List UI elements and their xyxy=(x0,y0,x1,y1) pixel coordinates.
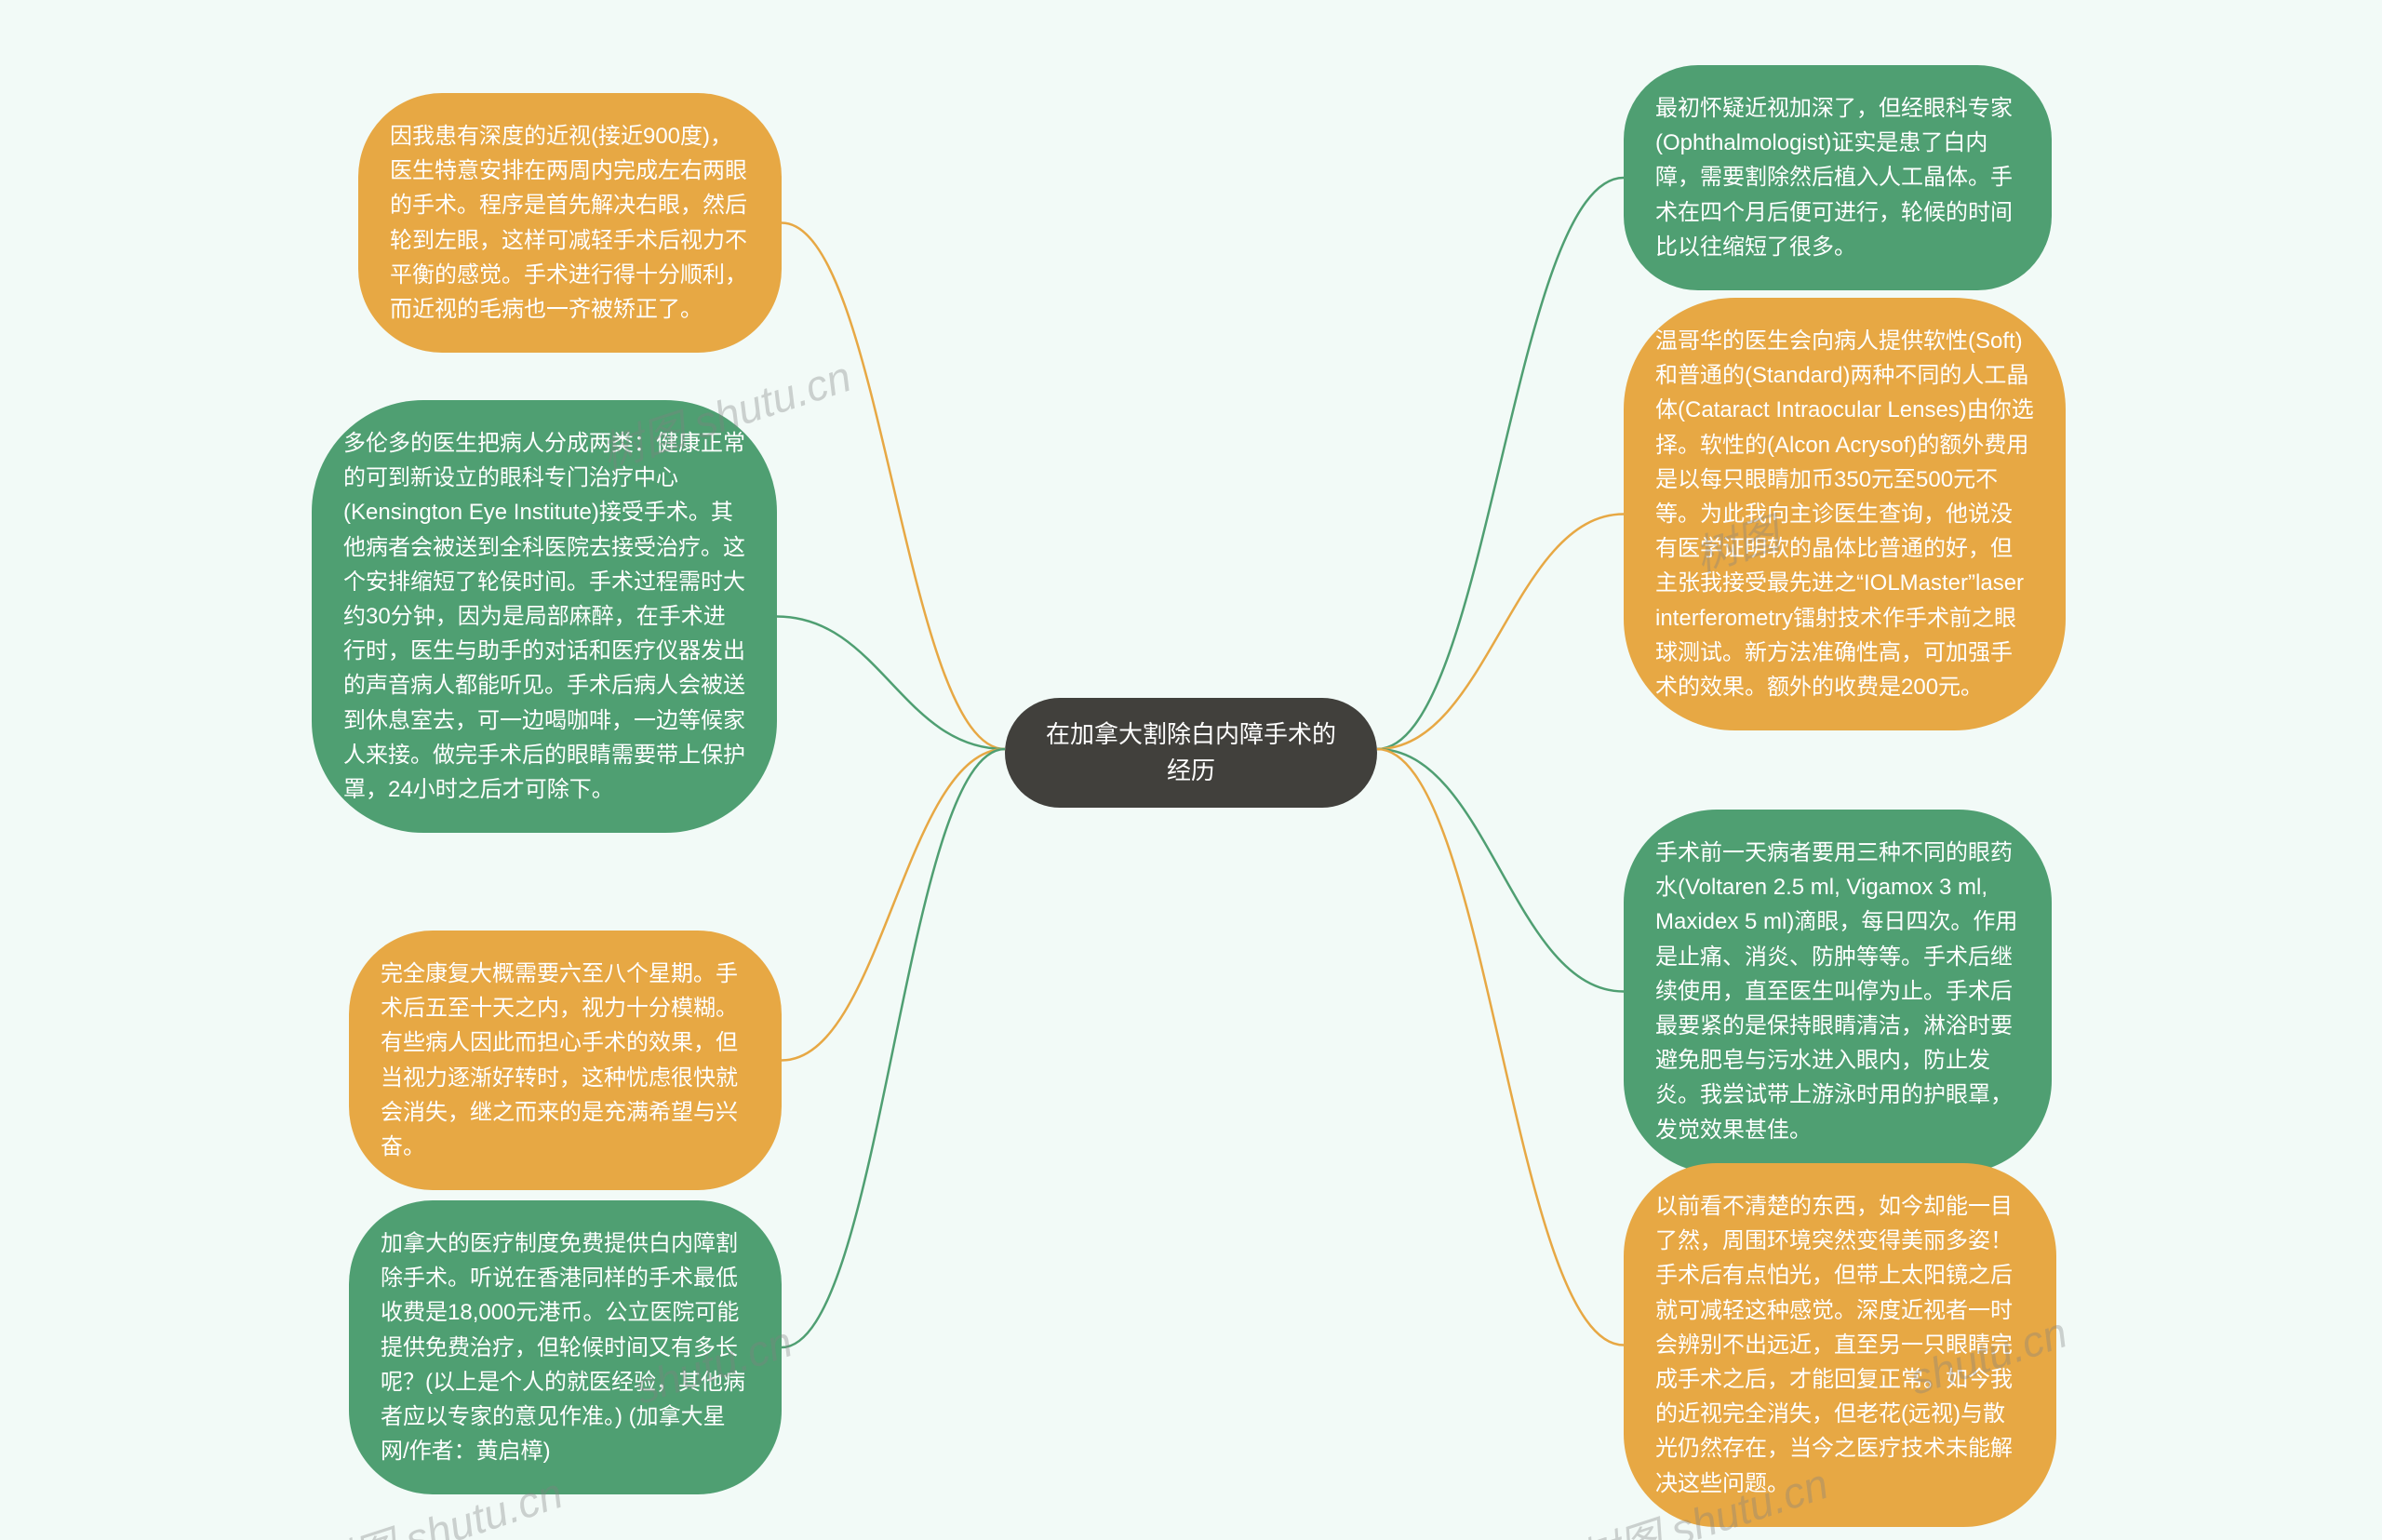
mindmap-canvas: 在加拿大割除白内障手术的经历 因我患有深度的近视(接近900度)，医生特意安排在两… xyxy=(0,0,2382,1540)
edge xyxy=(1377,749,1624,992)
node-l2[interactable]: 多伦多的医生把病人分成两类：健康正常的可到新设立的眼科专门治疗中心(Kensin… xyxy=(312,400,777,833)
node-l1[interactable]: 因我患有深度的近视(接近900度)，医生特意安排在两周内完成左右两眼的手术。程序… xyxy=(358,93,782,353)
node-r4[interactable]: 以前看不清楚的东西，如今却能一目了然，周围环境突然变得美丽多姿！手术后有点怕光，… xyxy=(1624,1163,2056,1527)
node-r3[interactable]: 手术前一天病者要用三种不同的眼药水(Voltaren 2.5 ml, Vigam… xyxy=(1624,810,2052,1173)
edge xyxy=(1377,178,1624,749)
edge xyxy=(782,749,1005,1061)
node-r2[interactable]: 温哥华的医生会向病人提供软性(Soft)和普通的(Standard)两种不同的人… xyxy=(1624,298,2066,730)
edge xyxy=(782,223,1005,750)
center-node[interactable]: 在加拿大割除白内障手术的经历 xyxy=(1005,698,1377,808)
edge xyxy=(1377,515,1624,750)
edge xyxy=(777,617,1005,750)
node-l3[interactable]: 完全康复大概需要六至八个星期。手术后五至十天之内，视力十分模糊。有些病人因此而担… xyxy=(349,931,782,1190)
node-r1[interactable]: 最初怀疑近视加深了，但经眼科专家(Ophthalmologist)证实是患了白内… xyxy=(1624,65,2052,290)
edge xyxy=(1377,749,1624,1346)
node-l4[interactable]: 加拿大的医疗制度免费提供白内障割除手术。听说在香港同样的手术最低收费是18,00… xyxy=(349,1200,782,1494)
